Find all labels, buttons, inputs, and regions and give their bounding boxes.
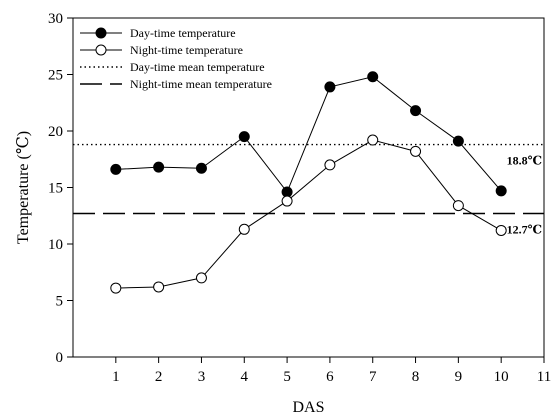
night-temp-point [410,145,422,157]
day-temp-point [452,135,464,147]
y-tick-label: 25 [48,68,63,84]
x-tick-label: 8 [412,369,420,385]
y-tick-label: 0 [56,350,64,366]
legend-night-temp-label: Night-time temperature [130,43,243,57]
x-axis-label: DAS [292,399,324,416]
x-tick-label: 3 [198,369,206,385]
series-layer [110,71,507,294]
x-tick-label: 4 [241,369,249,385]
legend-night-temp-marker [95,44,107,56]
day-temp-point [281,186,293,198]
x-tick-label: 7 [369,369,377,385]
y-tick-label: 20 [48,124,63,140]
x-tick-label: 6 [326,369,334,385]
legend-day-temp-marker [95,27,107,39]
day-temp-point [324,81,336,93]
x-tick-label: 11 [537,369,551,385]
day-temp-line [115,76,502,194]
y-tick-label: 10 [48,237,63,253]
reference-lines: 18.8℃ 12.7℃ [73,143,544,236]
day-temp-point [110,163,122,175]
x-tick-label: 2 [155,369,163,385]
y-tick-label: 15 [48,181,63,197]
night-temp-point [281,195,293,207]
x-tick-label: 5 [283,369,291,385]
y-tick-label: 30 [48,11,63,27]
night-temp-point [495,224,507,236]
day-temp-point [495,185,507,197]
day-temp-point [195,162,207,174]
legend: Day-time temperature Night-time temperatu… [80,26,272,91]
x-tick-label: 1 [112,369,120,385]
x-tick-label: 9 [455,369,463,385]
legend-day-mean-label: Day-time mean temperature [130,60,265,74]
day-temp-point [367,71,379,83]
night-temp-point [110,282,122,294]
night-temp-point [238,223,250,235]
day-temp-point [410,105,422,117]
night-mean-label: 12.7℃ [507,222,542,236]
night-temp-point [452,200,464,212]
legend-night-mean-label: Night-time mean temperature [130,77,272,91]
night-temp-point [324,159,336,171]
day-mean-label: 18.8℃ [507,154,542,168]
y-tick-label: 5 [56,294,64,310]
night-temp-point [153,281,165,293]
x-tick-label: 10 [494,369,509,385]
legend-day-temp-label: Day-time temperature [130,26,236,40]
day-temp-point [153,161,165,173]
axes: 0 5 10 15 20 25 30 1 2 3 4 5 6 7 8 9 10 11 DAS Temperature … [15,11,551,416]
night-temp-point [195,272,207,284]
night-temp-point [367,134,379,146]
y-axis-label: Temperature (℃) [15,131,32,244]
day-temp-point [238,131,250,143]
night-temp-line [115,139,502,289]
